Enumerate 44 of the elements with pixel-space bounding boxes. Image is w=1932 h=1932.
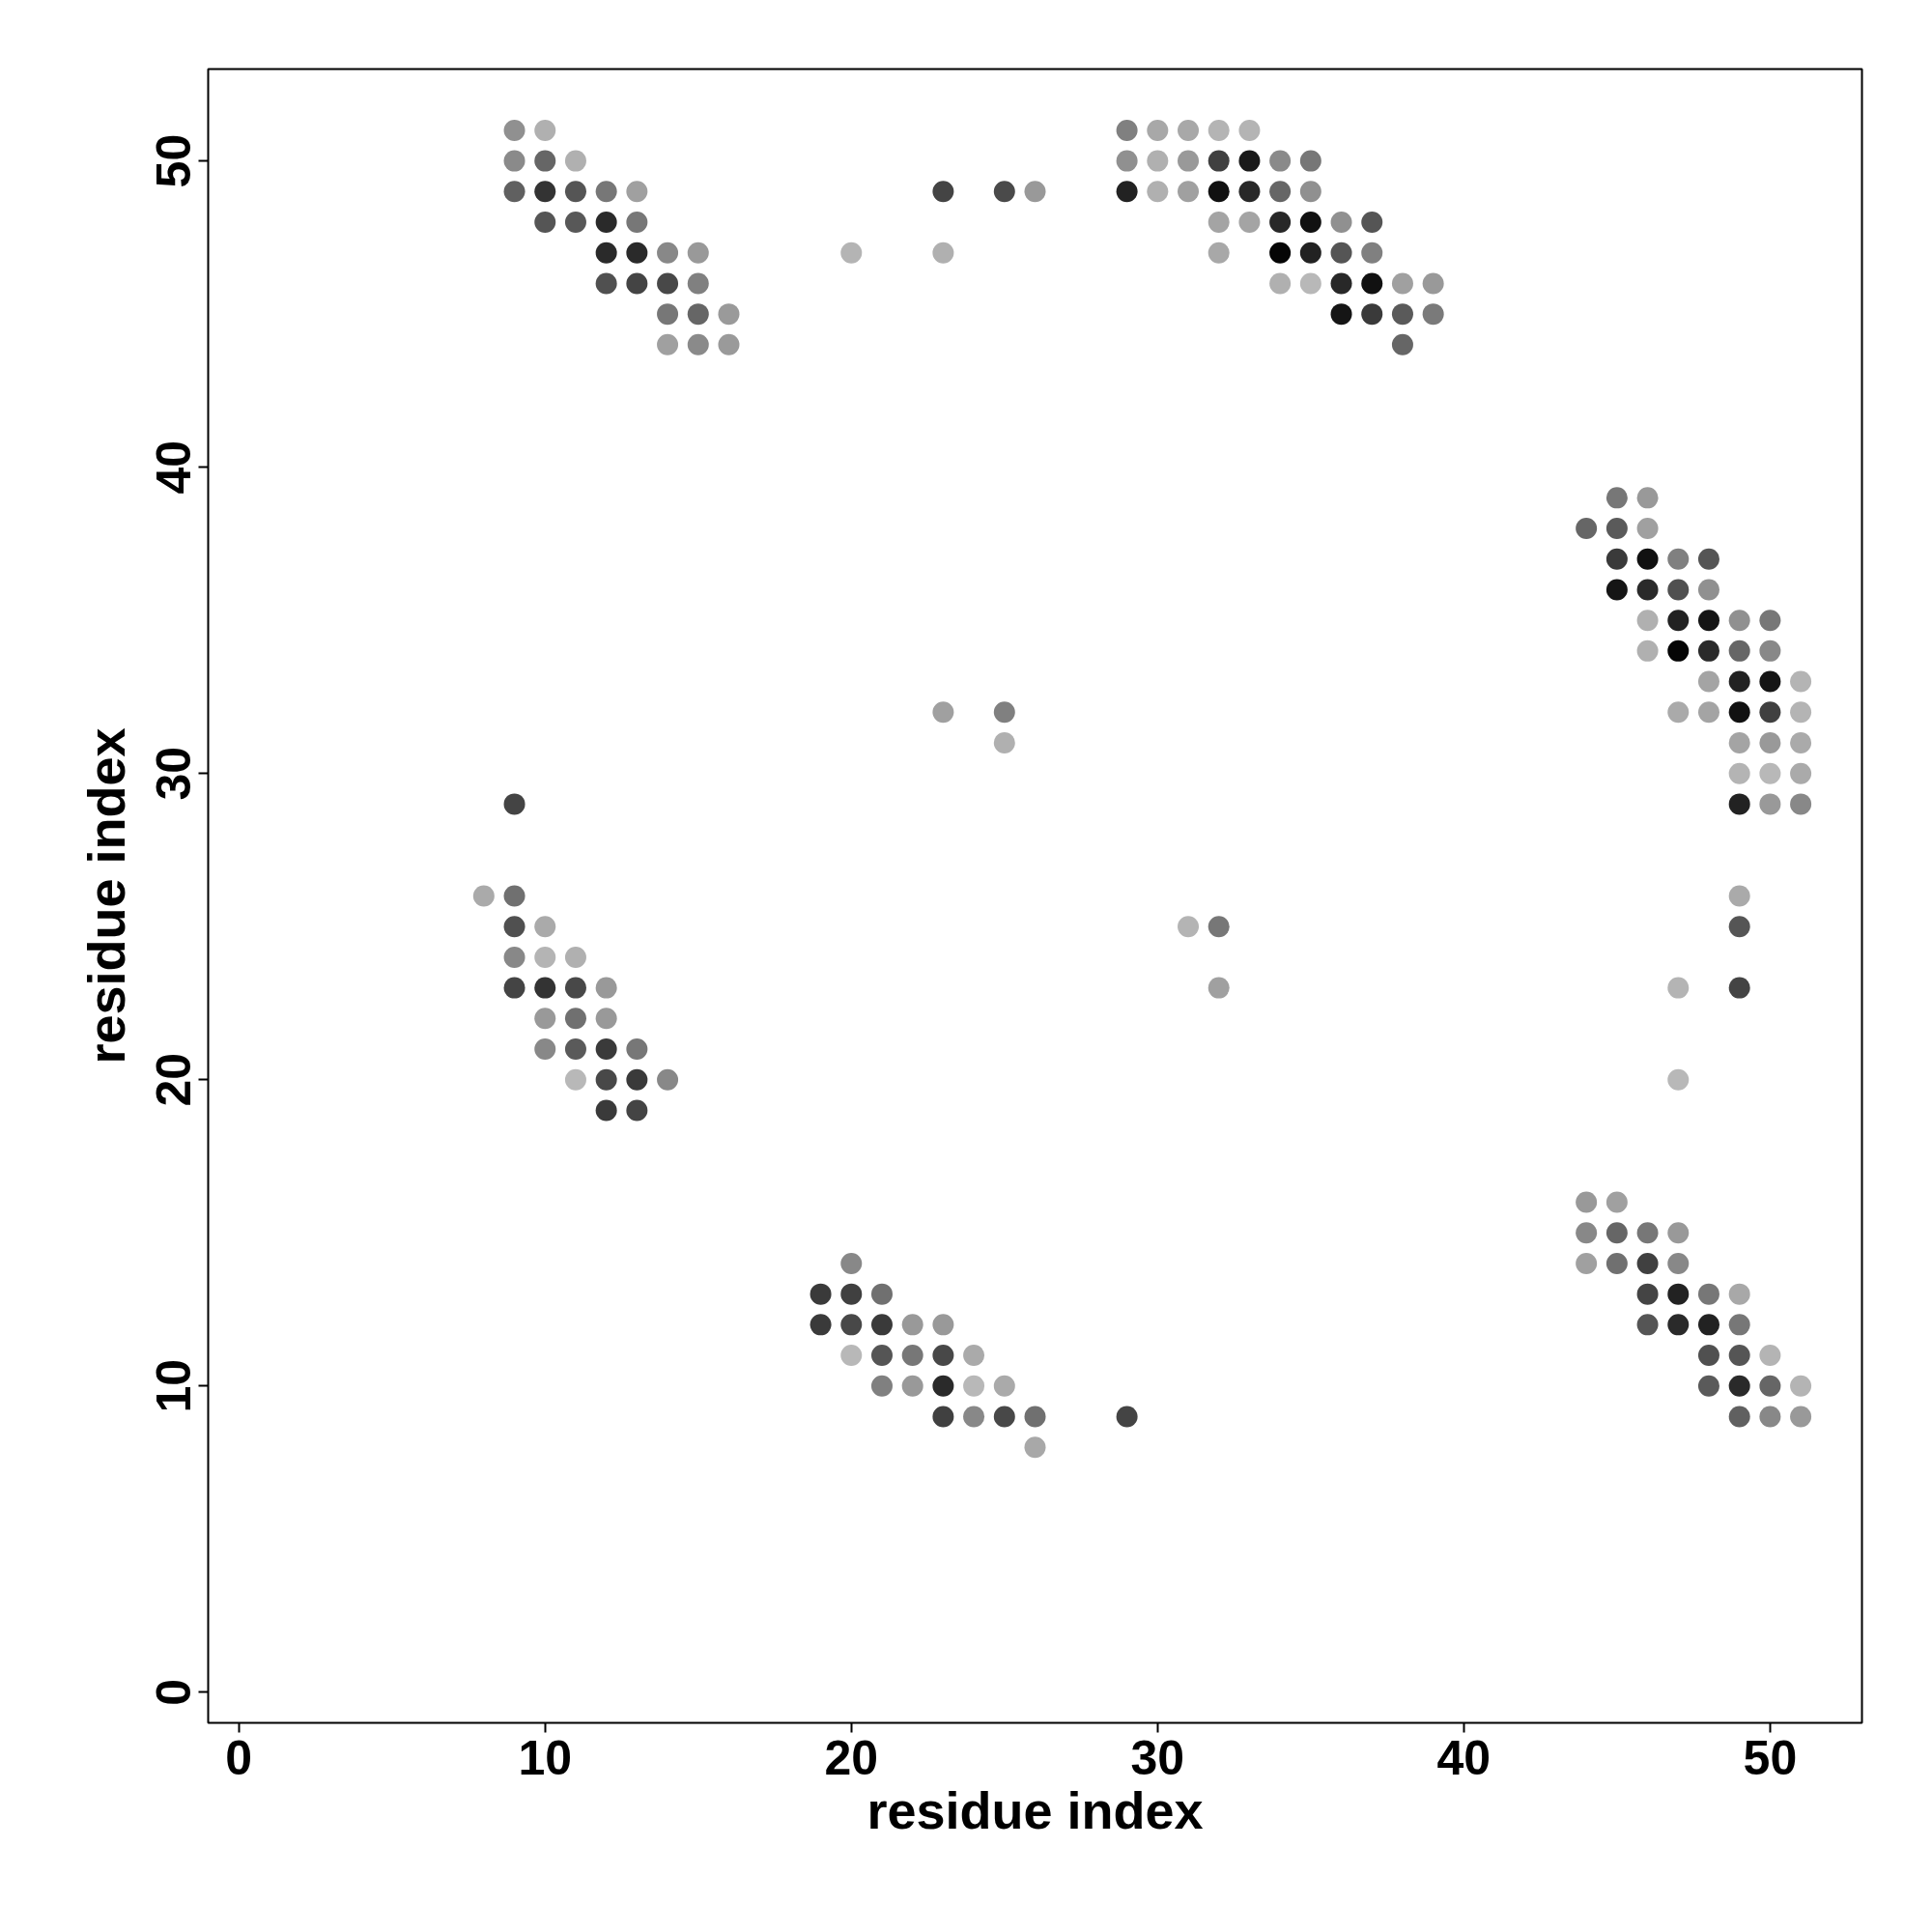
y-tick-label: 20 (147, 1052, 202, 1107)
point (564, 1068, 586, 1091)
point (1728, 885, 1750, 907)
y-axis-title: residue index (76, 727, 135, 1065)
x-tick-label: 10 (518, 1730, 573, 1785)
point (963, 1406, 985, 1428)
point (932, 1375, 954, 1397)
point (595, 1008, 617, 1030)
point (1667, 639, 1690, 662)
point (993, 181, 1015, 203)
point (870, 1283, 893, 1305)
point (1330, 272, 1352, 295)
point (657, 272, 679, 295)
point (626, 181, 648, 203)
point (534, 1008, 556, 1030)
point (595, 242, 617, 264)
point (1728, 1375, 1750, 1397)
point (1728, 977, 1750, 999)
y-tick-label: 0 (147, 1678, 202, 1706)
point (564, 212, 586, 233)
x-tick-label: 0 (225, 1730, 253, 1785)
point (534, 977, 556, 999)
point (503, 181, 526, 203)
point (1728, 1345, 1750, 1367)
point (870, 1345, 893, 1367)
point (1422, 303, 1444, 326)
point (1728, 1406, 1750, 1428)
point (840, 1252, 863, 1274)
point (1238, 150, 1261, 172)
y-tick-label: 40 (147, 440, 202, 495)
x-tick-label: 40 (1436, 1730, 1492, 1785)
point (1759, 1406, 1781, 1428)
point (1667, 1252, 1690, 1274)
point (503, 977, 526, 999)
point (626, 242, 648, 264)
point (1667, 1068, 1690, 1091)
point (534, 181, 556, 203)
y-tick-label: 30 (147, 746, 202, 801)
point (472, 885, 495, 907)
y-tick-label: 50 (147, 133, 202, 188)
point (1178, 181, 1200, 203)
y-tick-label: 10 (147, 1358, 202, 1413)
point (1024, 1436, 1046, 1459)
x-tick-label: 50 (1743, 1730, 1798, 1785)
